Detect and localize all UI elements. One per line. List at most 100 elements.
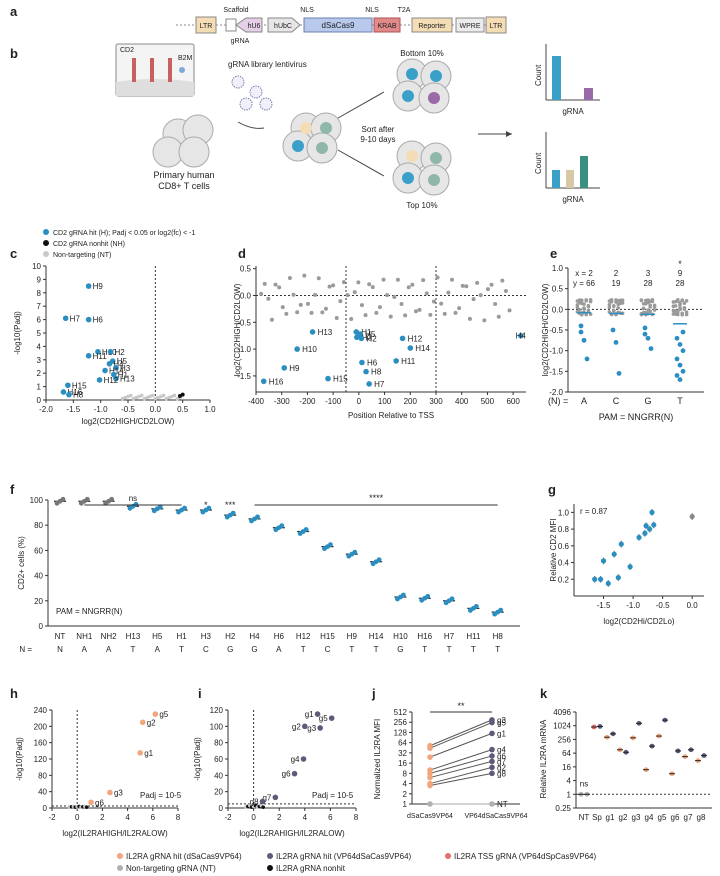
e-nonhit-point (676, 298, 680, 302)
construct-ltr-right (485, 16, 507, 34)
plot-f: 020406080100NTNNH1ANH2AH13TH5AH1TH3CH2GH… (17, 493, 520, 654)
c-y-tick-label: 8 (37, 289, 42, 298)
i-hit-point (259, 798, 266, 805)
d-nonhit-point (475, 280, 480, 285)
f-category-label: H15 (320, 632, 335, 641)
d-point-label: H13 (318, 328, 333, 337)
construct-krab-label: KRAB (377, 23, 396, 30)
f-replicate-point (206, 505, 212, 511)
f-category-label: H16 (417, 632, 432, 641)
d-nonhit-point (388, 314, 393, 319)
c-point-label: H7 (70, 314, 81, 323)
f-replicate-point (303, 527, 309, 532)
f-range-sig: **** (369, 493, 384, 503)
d-point-label: H11 (401, 357, 416, 366)
j-point-right (489, 801, 495, 807)
d-nonhit-point (269, 317, 274, 322)
c-point-label: H12 (104, 376, 119, 385)
e-count-bottom: y = 66 (573, 279, 596, 288)
e-nonhit-point (650, 298, 655, 302)
d-nonhit-point (485, 287, 490, 292)
d-x-tick-label: -200 (299, 397, 316, 406)
f-y-tick-label: 0 (39, 622, 44, 631)
c-xlabel: log2(CD2HIGH/CD2LOW) (82, 417, 175, 426)
j-ylabel: Normalized IL2RA MFI (373, 719, 382, 799)
c-point-label: H6 (93, 316, 104, 325)
g-y-tick-label: 0.4 (558, 559, 570, 568)
j-xcat: dSaCas9VP64 (407, 813, 453, 820)
cells-label-2: CD8+ T cells (158, 181, 210, 191)
d-x-tick-label: 200 (404, 397, 418, 406)
d-nonhit-point (424, 291, 429, 296)
e-category-label: C (613, 396, 620, 406)
d-nonhit-point (413, 309, 418, 314)
c-nt-point (131, 396, 136, 401)
g-point (643, 523, 649, 529)
d-xlabel: Position Relative to TSS (348, 411, 434, 420)
membrane (116, 79, 194, 96)
h-y-tick-label: 40 (38, 788, 47, 797)
d-y-tick-label: 0.5 (240, 265, 252, 274)
d-x-tick-label: 600 (506, 397, 520, 406)
d-nonhit-point (259, 291, 264, 296)
g-point (651, 522, 657, 528)
f-pam-n-label: T (374, 645, 379, 654)
panel-a-construct: LTR hU6 hUbC dSaCas9 KRAB Reporter WPRE … (176, 7, 508, 45)
h-y-tick-label: 80 (38, 771, 47, 780)
construct-hubc-label: hUbC (274, 23, 292, 30)
e-nonhit-point (582, 302, 586, 306)
e-y-tick-label: 0.5 (552, 285, 564, 294)
c-point-label: H8 (73, 391, 84, 400)
f-y-tick-label: 80 (34, 521, 43, 530)
k-y-tick-label: 4096 (553, 708, 571, 717)
plot-k: 0.25 1 4 16 64 256 1024 4096 NT Sp g1 g2 g3 g4 g5 g6 g7 g… (539, 708, 712, 822)
d-nonhit-point (277, 285, 282, 290)
panel-e-label: e (550, 246, 557, 261)
f-category-label: H10 (393, 632, 408, 641)
f-replicate-point (230, 510, 236, 516)
construct-wpre-label: WPRE (460, 23, 481, 30)
d-nonhit-point (392, 295, 397, 300)
d-nonhit-point (262, 281, 267, 286)
e-nonhit-point (684, 310, 689, 315)
d-nonhit-point (374, 310, 379, 315)
primary-cells (152, 114, 214, 168)
d-nonhit-point (500, 278, 505, 283)
bottom-bar (552, 56, 561, 100)
j-point-left (427, 774, 433, 781)
d-nonhit-point (471, 297, 476, 302)
f-ns-label: ns (129, 494, 137, 503)
e-hit-point (680, 368, 686, 374)
j-y-tick-label: 1 (403, 800, 408, 809)
f-category-label: NT (55, 632, 66, 641)
e-category-label: G (644, 396, 651, 406)
i-x-tick-label: 4 (303, 813, 308, 822)
f-y-tick-label: 20 (34, 597, 43, 606)
j-point-right (489, 730, 495, 737)
g-point (689, 513, 695, 520)
panel-f-label: f (10, 482, 15, 497)
i-y-tick-label: 0 (219, 804, 224, 813)
e-nonhit-point (676, 312, 680, 317)
c-hit-point (107, 348, 114, 355)
legend-nonhit: IL2RA gRNA nonhit (276, 864, 346, 873)
j-point-left (427, 770, 433, 777)
c-hit-point (85, 316, 92, 323)
legend-c-nonhit: CD2 gRNA nonhit (NH) (53, 241, 125, 248)
top-bar (566, 170, 574, 188)
g-point (627, 564, 633, 570)
e-nonhit-point (682, 301, 687, 306)
k-category-label: g2 (619, 813, 628, 822)
e-nonhit-point (641, 306, 646, 311)
d-nonhit-point (453, 310, 458, 315)
j-point-right (489, 758, 495, 765)
f-replicate-point (498, 607, 504, 613)
e-nonhit-point (673, 309, 678, 313)
j-y-tick-label: 32 (398, 749, 407, 758)
f-y-tick-label: 100 (30, 496, 44, 505)
f-replicate-point (279, 523, 285, 529)
f-category-label: H7 (444, 632, 455, 641)
cd2-receptor (168, 58, 172, 82)
top-count-ylabel: Count (534, 152, 543, 174)
